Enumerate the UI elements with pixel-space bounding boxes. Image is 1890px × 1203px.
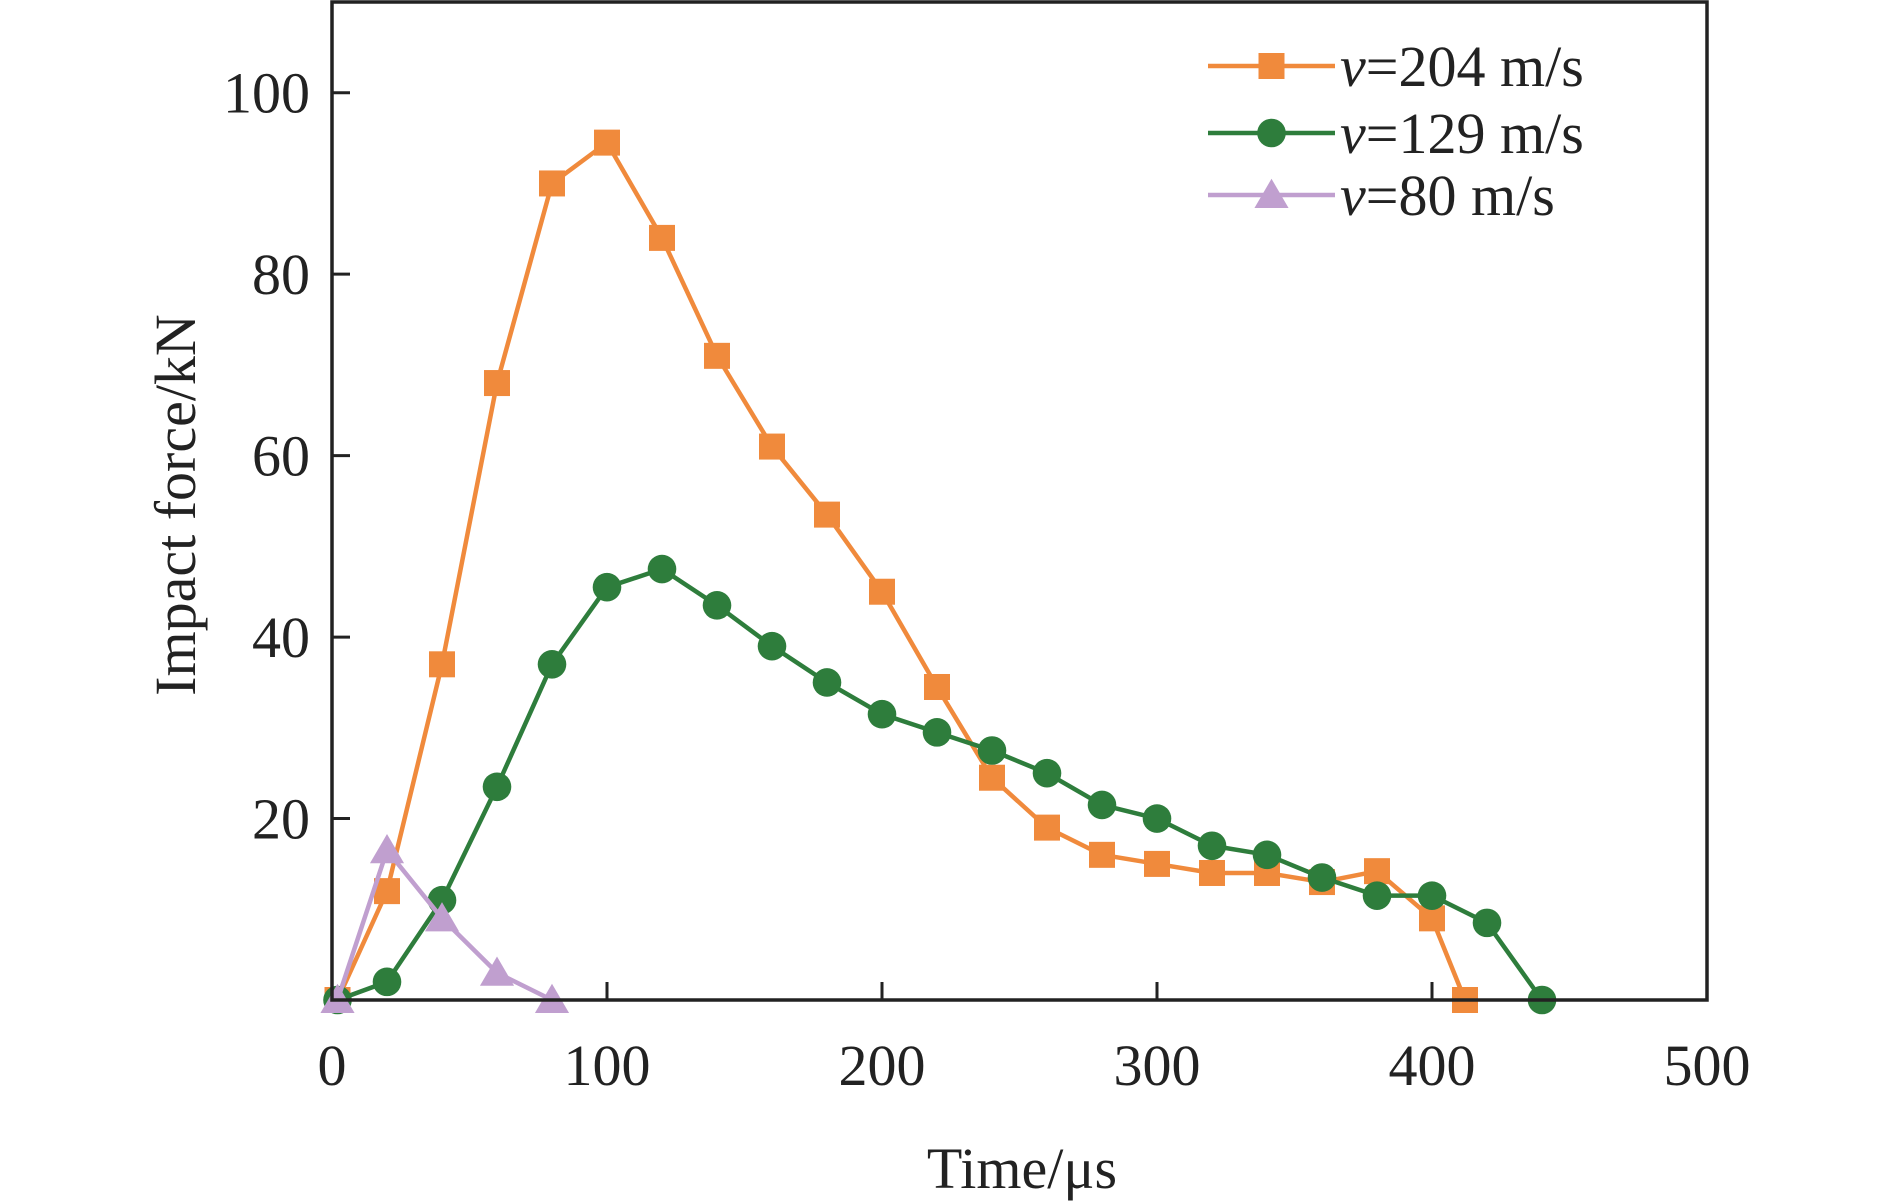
data-point-circle <box>372 967 402 997</box>
data-point-square <box>979 764 1005 791</box>
data-point-square <box>429 651 455 678</box>
x-tick-label: 300 <box>1114 1033 1201 1098</box>
data-point-square <box>759 433 785 460</box>
data-point-circle <box>647 554 677 584</box>
data-point-circle <box>1032 758 1062 788</box>
data-point-square <box>594 129 620 156</box>
data-point-circle <box>1472 908 1502 938</box>
y-tick-label: 60 <box>252 424 310 489</box>
data-point-triangle <box>1254 178 1289 208</box>
series-layer <box>320 129 1557 1015</box>
data-point-circle <box>922 718 952 747</box>
data-point-square <box>1034 814 1060 841</box>
series-3 <box>320 834 570 1013</box>
data-point-square <box>484 370 510 397</box>
data-point-circle <box>482 772 512 802</box>
legend-label: v=129 m/s <box>1340 101 1584 166</box>
x-axis-label: Time/μs <box>927 1136 1117 1201</box>
data-point-circle <box>1362 881 1392 910</box>
plot-frame <box>330 0 1709 1002</box>
data-point-circle <box>702 591 732 620</box>
y-tick-label: 80 <box>252 242 310 307</box>
x-tick-label: 400 <box>1389 1033 1476 1098</box>
data-point-triangle <box>424 902 460 932</box>
legend-label: v=80 m/s <box>1340 163 1555 228</box>
legend-item-2: v=129 m/s <box>1208 101 1584 166</box>
data-point-square <box>1199 859 1225 886</box>
data-point-square <box>924 673 950 700</box>
data-point-square <box>814 501 840 528</box>
data-point-circle <box>1142 804 1172 833</box>
series-line <box>335 140 1468 1001</box>
data-point-square <box>1364 858 1390 885</box>
data-point-circle <box>592 572 622 602</box>
legend: v=204 m/sv=129 m/sv=80 m/s <box>1208 34 1584 228</box>
data-point-circle <box>1087 790 1117 820</box>
legend-item-1: v=204 m/s <box>1208 34 1584 99</box>
y-axis-label: Impact force/kN <box>143 314 208 696</box>
y-tick-label: 20 <box>252 787 310 852</box>
data-point-square <box>869 578 895 605</box>
x-tick-label: 200 <box>839 1033 926 1098</box>
legend-item-3: v=80 m/s <box>1208 163 1555 228</box>
x-tick-label: 0 <box>318 1033 347 1098</box>
data-point-triangle <box>479 956 515 986</box>
data-point-circle <box>867 699 897 729</box>
x-tick-label: 500 <box>1664 1033 1751 1098</box>
data-point-square <box>1144 850 1170 877</box>
data-point-circle <box>1197 831 1227 861</box>
series-line <box>336 566 1544 1003</box>
data-point-circle <box>1252 840 1282 870</box>
data-point-square <box>1089 841 1115 868</box>
data-point-circle <box>537 650 567 679</box>
data-point-square <box>539 170 565 197</box>
data-point-square <box>1258 53 1285 79</box>
series-2 <box>323 554 1557 1015</box>
data-point-circle <box>1307 863 1337 892</box>
axes-layer: 0 100 200 300 400 500 20 40 60 80 100 <box>223 0 1751 1098</box>
data-point-circle <box>977 736 1007 765</box>
legend-label: v=204 m/s <box>1340 34 1584 99</box>
x-tick-label: 100 <box>564 1033 651 1098</box>
data-point-square <box>649 224 675 251</box>
data-point-circle <box>757 631 787 661</box>
y-tick-label: 100 <box>223 61 310 126</box>
data-point-square <box>704 342 730 369</box>
data-point-circle <box>1417 881 1447 910</box>
series-1 <box>324 129 1478 1013</box>
data-point-circle <box>1257 118 1286 148</box>
data-point-circle <box>812 668 842 697</box>
y-tick-label: 40 <box>252 605 310 670</box>
data-point-triangle <box>369 834 405 864</box>
